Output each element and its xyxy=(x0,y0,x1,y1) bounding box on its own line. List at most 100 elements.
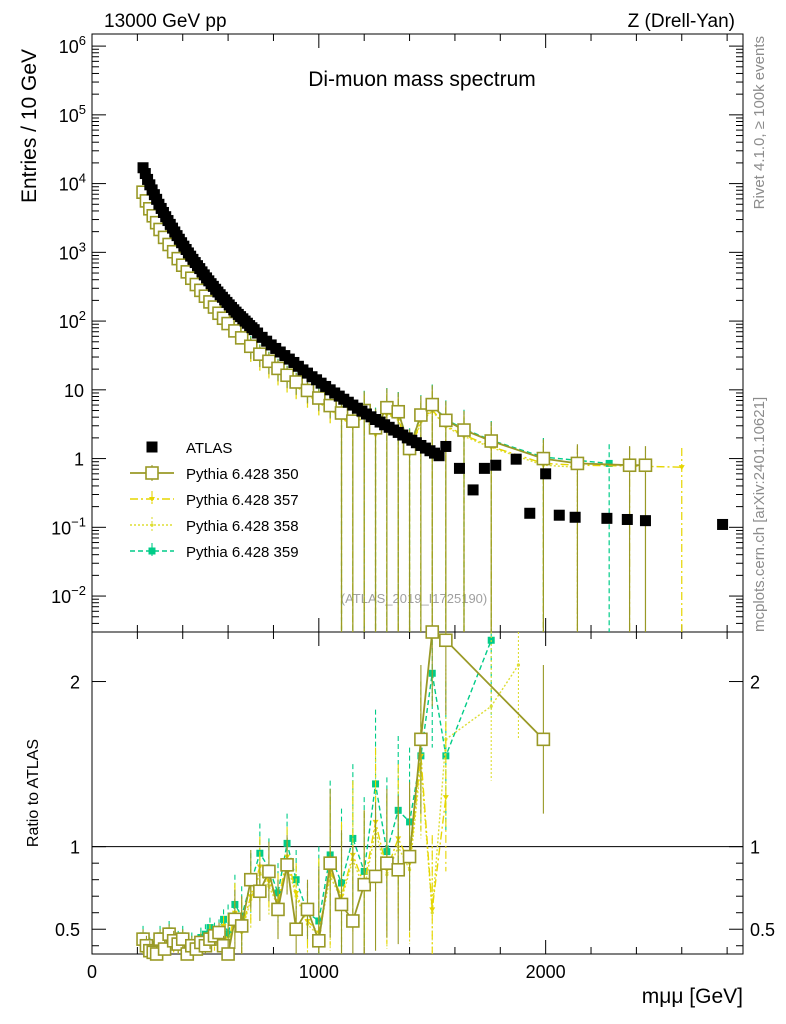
y-tick-label: 102 xyxy=(59,308,86,332)
atlas-point xyxy=(569,511,581,523)
legend-label: Pythia 6.428 359 xyxy=(186,544,299,561)
data-point xyxy=(312,391,326,405)
ratio-point xyxy=(300,902,315,917)
x-tick-label: 2000 xyxy=(526,962,566,982)
ratio-point xyxy=(262,864,276,879)
ratio-point xyxy=(414,732,428,747)
ratio-point xyxy=(536,732,551,747)
data-point xyxy=(457,423,471,437)
ratio-pythia-6-428-350 xyxy=(136,625,551,961)
ratio-point xyxy=(516,663,521,667)
legend-marker xyxy=(148,547,156,555)
ratio-point xyxy=(280,858,294,872)
ratio-tick-label: 0.5 xyxy=(55,920,80,940)
data-point xyxy=(289,375,303,389)
ratio-tick-label-right: 2 xyxy=(750,673,760,693)
mcplots-label: mcplots.cern.ch [arXiv:2401.10621] xyxy=(751,397,768,632)
atlas-point xyxy=(433,450,445,462)
y-tick-label: 1 xyxy=(74,450,84,470)
atlas-point xyxy=(453,462,465,474)
ratio-point xyxy=(380,856,394,870)
ratio-point xyxy=(234,919,249,933)
atlas-point xyxy=(540,468,552,480)
atlas-point xyxy=(601,512,613,524)
atlas-point xyxy=(510,453,522,465)
ratio-point xyxy=(271,902,285,917)
series-pythia-6-428-350 xyxy=(136,185,653,632)
ratio-point xyxy=(334,897,349,912)
data-point xyxy=(323,398,337,413)
header-right: Z (Drell-Yan) xyxy=(628,11,735,32)
atlas-point xyxy=(639,515,651,527)
plot-title: Di-muon mass spectrum xyxy=(308,68,536,91)
atlas-point xyxy=(440,440,452,452)
data-point xyxy=(439,413,453,428)
legend-marker xyxy=(149,497,155,502)
ratio-tick-label-right: 0.5 xyxy=(750,920,775,940)
data-point xyxy=(536,451,551,466)
legend-item: Pythia 6.428 359 xyxy=(130,543,299,561)
legend-item: Pythia 6.428 358 xyxy=(130,517,299,535)
mc-series xyxy=(136,185,685,632)
ratio-point xyxy=(357,877,371,892)
ratio-pythia-6-428-359 xyxy=(139,632,495,955)
ratio-point xyxy=(253,884,267,899)
data-point xyxy=(638,458,653,473)
y-tick-label: 10−2 xyxy=(51,583,86,607)
data-point xyxy=(605,459,613,467)
legend-label: Pythia 6.428 350 xyxy=(186,466,299,483)
data-point xyxy=(678,465,685,471)
x-tick-label: 1000 xyxy=(299,962,339,982)
ratio-point xyxy=(439,633,453,648)
legend-marker xyxy=(145,466,159,480)
ratio-tick-label-right: 1 xyxy=(750,838,760,858)
data-point xyxy=(346,414,360,428)
legend-item: ATLAS xyxy=(146,440,232,457)
atlas-point xyxy=(478,462,490,474)
atlas-series xyxy=(137,162,729,530)
y-tick-label: 106 xyxy=(59,33,86,57)
axis-ticks: 0 1000 2000 10−2 10−1 1 10 102 103 104 105 106 0.5 0.… xyxy=(51,33,775,982)
y-axis-label: Entries / 10 GeV xyxy=(18,49,41,203)
rivet-version-label: Rivet 4.1.0, ≥ 100k events xyxy=(751,36,768,209)
data-point xyxy=(334,406,349,420)
ratio-point xyxy=(312,933,326,948)
y-tick-label: 103 xyxy=(59,239,86,263)
legend-marker xyxy=(146,441,158,453)
y-tick-label: 104 xyxy=(59,171,86,195)
x-tick-label: 0 xyxy=(87,962,97,982)
ratio-point xyxy=(289,922,303,937)
ratio-pythia-6-428-358 xyxy=(141,632,521,956)
atlas-point xyxy=(717,518,729,530)
series-pythia-6-428-357 xyxy=(140,190,685,632)
data-point xyxy=(622,458,637,473)
atlas-point xyxy=(467,484,479,496)
legend-label: ATLAS xyxy=(186,440,232,457)
analysis-tag: (ATLAS_2019_I1725190) xyxy=(341,591,487,606)
legend-marker xyxy=(150,523,154,527)
data-point xyxy=(484,434,499,448)
atlas-point xyxy=(139,168,151,180)
ratio-point xyxy=(221,947,235,961)
legend-label: Pythia 6.428 357 xyxy=(186,492,299,509)
series-line xyxy=(142,193,578,468)
atlas-point xyxy=(524,507,536,519)
ratio-point xyxy=(425,625,440,639)
ratio-point xyxy=(402,849,417,864)
ratio-point xyxy=(346,914,360,928)
y-tick-label: 10 xyxy=(64,381,84,401)
legend: ATLAS Pythia 6.428 350 Pythia 6.428 357 Pyt… xyxy=(130,440,299,561)
data-point xyxy=(380,400,394,415)
atlas-point xyxy=(490,459,502,471)
ratio-point xyxy=(442,795,449,801)
ratio-point xyxy=(391,862,406,877)
ratio-point xyxy=(429,907,436,913)
ratio-point xyxy=(243,872,258,887)
ratio-point xyxy=(368,869,383,884)
legend-label: Pythia 6.428 358 xyxy=(186,518,299,535)
ratio-series xyxy=(136,625,551,961)
legend-item: Pythia 6.428 357 xyxy=(130,491,299,509)
ratio-plot-frame xyxy=(91,631,744,955)
data-point xyxy=(300,383,315,398)
